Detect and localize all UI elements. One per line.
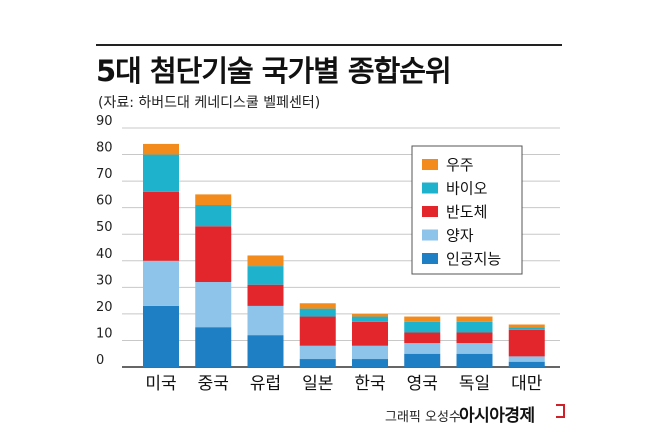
- bar-segment: [404, 321, 441, 333]
- y-tick-label: 10: [96, 326, 113, 341]
- bar-segment: [508, 329, 545, 357]
- bar-segment: [456, 353, 493, 367]
- bar-segment: [247, 305, 284, 336]
- legend-swatch: [422, 253, 438, 264]
- bar-segment: [299, 308, 336, 317]
- title-rule: [96, 44, 562, 46]
- legend-swatch: [422, 229, 438, 241]
- bar-segment: [299, 345, 336, 360]
- y-tick-label: 90: [96, 114, 113, 129]
- bar-segment: [404, 332, 441, 344]
- y-tick-label: 30: [96, 273, 113, 288]
- brand-logo-text: 아시아경제: [459, 406, 535, 426]
- bar-segment: [508, 327, 545, 330]
- legend-label: 인공지능: [446, 250, 501, 268]
- bar-segment: [143, 260, 179, 306]
- bar-segment: [195, 327, 232, 367]
- bar-segment: [508, 356, 545, 362]
- y-tick-label: 60: [96, 194, 113, 209]
- y-tick-label: 20: [96, 300, 113, 315]
- y-tick-label: 40: [96, 247, 113, 262]
- bar-segment: [299, 303, 336, 309]
- bar-segment: [352, 316, 388, 322]
- legend-swatch: [422, 206, 438, 217]
- y-tick-label: 70: [96, 167, 113, 182]
- x-tick-label: 중국: [198, 374, 229, 394]
- y-tick-label: 50: [96, 220, 113, 235]
- bar-segment: [195, 282, 232, 328]
- bar-segment: [247, 284, 284, 306]
- chart-subtitle: (자료: 하버드대 케네디스쿨 벨페센터): [98, 95, 321, 111]
- bar-segment: [195, 194, 232, 206]
- bar-segment: [143, 305, 179, 367]
- bar-segment: [299, 316, 336, 346]
- bar-segment: [143, 154, 179, 192]
- bar-segment: [247, 255, 284, 267]
- y-tick-label: 80: [96, 141, 113, 156]
- bar-segment: [456, 343, 493, 354]
- bar-segment: [299, 359, 336, 367]
- legend-label: 양자: [446, 227, 474, 245]
- bar-segment: [352, 359, 388, 367]
- bar-segment: [352, 313, 388, 317]
- x-tick-label: 대만: [511, 374, 543, 394]
- x-tick-label: 한국: [354, 374, 385, 394]
- bar-segment: [352, 321, 388, 346]
- graphic-credit: 그래픽 오성수: [385, 410, 461, 425]
- bar-segment: [456, 316, 493, 322]
- x-tick-label: 일본: [302, 374, 333, 394]
- x-tick-label: 독일: [459, 374, 490, 394]
- legend-label: 바이오: [446, 180, 488, 198]
- bar-segment: [247, 266, 284, 285]
- y-tick-label: 0: [96, 353, 104, 368]
- legend-swatch: [422, 159, 438, 170]
- bar-segment: [508, 361, 545, 367]
- x-tick-label: 영국: [407, 374, 438, 394]
- brand-mark-icon: [556, 404, 565, 418]
- x-tick-label: 유럽: [250, 374, 281, 394]
- bar-segment: [143, 143, 179, 155]
- bar-segment: [456, 321, 493, 333]
- bar-segment: [508, 324, 545, 328]
- bar-segment: [456, 332, 493, 344]
- bar-segment: [352, 345, 388, 360]
- bar-segment: [247, 335, 284, 367]
- x-tick-label: 미국: [145, 374, 176, 394]
- bar-segment: [404, 343, 441, 354]
- chart-title: 5대 첨단기술 국가별 종합순위: [96, 54, 452, 88]
- bar-segment: [195, 226, 232, 283]
- bar-segment: [404, 316, 441, 322]
- bar-segment: [404, 353, 441, 367]
- bar-segment: [195, 205, 232, 227]
- legend-swatch: [422, 182, 438, 194]
- legend-label: 우주: [446, 156, 474, 174]
- bar-segment: [143, 191, 179, 261]
- legend-label: 반도체: [446, 203, 487, 221]
